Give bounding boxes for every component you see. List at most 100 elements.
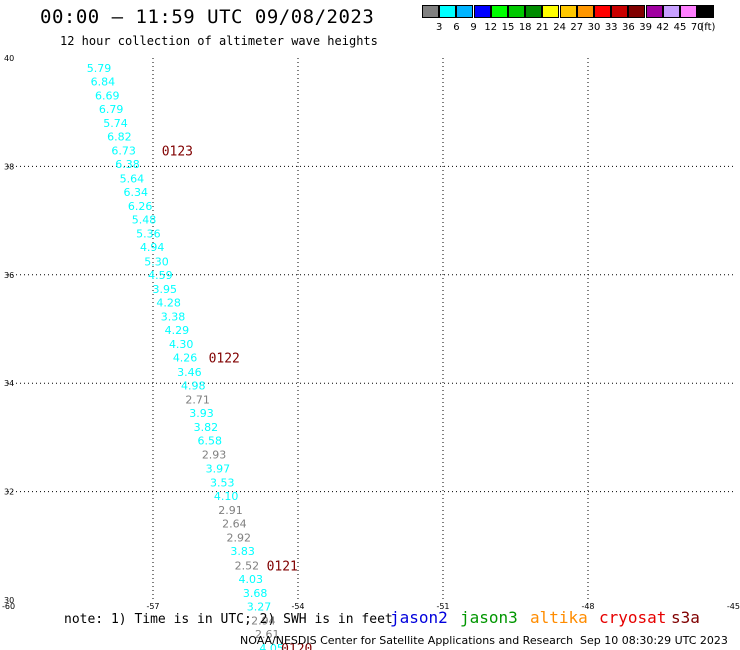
colorbar-swatch xyxy=(662,5,680,18)
wave-height-point: 4.94 xyxy=(140,241,165,254)
wave-height-point: 4.98 xyxy=(181,379,206,392)
pass-time-label: 0123 xyxy=(162,145,193,160)
legend-jason3: jason3 xyxy=(460,608,518,627)
colorbar-swatch xyxy=(628,5,646,18)
colorbar-swatch xyxy=(525,5,543,18)
colorbar-label: 45 xyxy=(673,22,687,33)
x-tick-label: -45 xyxy=(727,602,740,611)
wave-height-point: 4.30 xyxy=(169,338,194,351)
x-tick-label: -54 xyxy=(291,602,304,611)
colorbar-swatch xyxy=(680,5,697,18)
legend-cryosat: cryosat xyxy=(599,608,667,627)
colorbar-label: 24 xyxy=(553,22,566,33)
wave-height-point: 3.38 xyxy=(161,311,186,324)
y-tick-label: 40 xyxy=(4,54,14,63)
y-tick-label: 32 xyxy=(4,488,14,497)
wave-height-point: 6.82 xyxy=(107,131,132,144)
axis-ticks: -60 -57 -54 -51 -48 -45 40 38 36 34 32 30 xyxy=(2,54,740,611)
wave-height-point: 4.03 xyxy=(239,573,263,586)
wave-height-point: 2.64 xyxy=(222,518,247,531)
colorbar-label: 18 xyxy=(518,22,532,33)
colorbar-label: 3 xyxy=(436,22,443,33)
wave-height-point: 4.59 xyxy=(148,269,173,282)
y-tick-label: 38 xyxy=(4,162,14,171)
y-tick-label: 36 xyxy=(4,271,14,280)
wave-height-point: 4.26 xyxy=(173,352,198,365)
wave-height-point: 3.27 xyxy=(247,601,272,614)
chart-title: 00:00 – 11:59 UTC 09/08/2023 xyxy=(40,6,375,28)
colorbar-label: 9 xyxy=(470,22,477,33)
wave-height-point: 3.97 xyxy=(206,462,231,475)
colorbar-label: 30 xyxy=(587,22,601,33)
x-tick-label: -57 xyxy=(146,602,159,611)
wave-height-point: 4.10 xyxy=(214,490,239,503)
colorbar-label: 15 xyxy=(501,22,515,33)
colorbar-swatch xyxy=(456,5,474,18)
wave-height-point: 2.91 xyxy=(218,504,243,517)
wave-height-point: 3.53 xyxy=(210,476,235,489)
colorbar-label: 70 xyxy=(690,22,704,33)
wave-height-point: 6.84 xyxy=(91,75,116,88)
wave-height-point: 6.34 xyxy=(124,186,148,199)
wave-height-point: 2.52 xyxy=(235,559,260,572)
colorbar-swatch xyxy=(576,5,594,18)
wave-height-point: 3.68 xyxy=(243,587,268,600)
colorbar-label: 42 xyxy=(656,22,670,33)
wave-height-point: 5.79 xyxy=(87,62,112,75)
wave-height-point: 3.95 xyxy=(153,283,178,296)
wave-height-point: 6.58 xyxy=(197,435,222,448)
colorbar-swatch xyxy=(559,5,577,18)
colorbar-swatch xyxy=(542,5,560,18)
colorbar-swatch xyxy=(439,5,457,18)
colorbar-swatch xyxy=(594,5,611,18)
wave-height-point: 6.69 xyxy=(95,89,120,102)
wave-height-point: 3.82 xyxy=(194,421,219,434)
colorbar-unit: (ft) xyxy=(700,22,716,33)
wave-height-point: 5.36 xyxy=(136,228,161,241)
colorbar-label: 6 xyxy=(453,22,460,33)
wave-height-point: 2.61 xyxy=(255,628,280,641)
wave-height-point: 2.93 xyxy=(202,449,227,462)
x-tick-label: -60 xyxy=(2,602,15,611)
colorbar-swatch xyxy=(611,5,629,18)
wave-height-point: 6.79 xyxy=(99,103,124,116)
colorbar-swatch xyxy=(422,5,439,18)
colorbar-swatch xyxy=(473,5,491,18)
colorbar-swatch xyxy=(490,5,508,18)
colorbar-label: 27 xyxy=(570,22,584,33)
wave-height-point: 2.71 xyxy=(185,393,210,406)
colorbar-swatch xyxy=(645,5,663,18)
colorbar-label: 21 xyxy=(536,22,549,33)
wave-height-point: 6.73 xyxy=(111,145,136,158)
legend-altika: altika xyxy=(530,608,588,627)
wave-height-point: 2.92 xyxy=(226,532,251,545)
y-tick-label: 34 xyxy=(4,379,14,388)
pass-time-label: 0121 xyxy=(267,559,298,574)
wave-height-point: 3.46 xyxy=(177,366,202,379)
wave-height-point: 4.05 xyxy=(259,642,284,650)
wave-height-points: 5.796.846.696.795.746.826.736.385.646.34… xyxy=(87,62,284,650)
pass-time-label: 0122 xyxy=(209,352,240,367)
wave-height-point: 5.30 xyxy=(144,255,169,268)
wave-height-point: 2.94 xyxy=(251,615,276,628)
wave-height-point: 5.74 xyxy=(103,117,128,130)
wave-height-point: 5.48 xyxy=(132,214,157,227)
colorbar-label: 33 xyxy=(604,22,618,33)
pass-time-label: 0120 xyxy=(281,642,312,650)
wave-height-point: 3.83 xyxy=(230,545,255,558)
legend-jason2: jason2 xyxy=(390,608,448,627)
wave-height-point: 5.64 xyxy=(120,172,144,185)
x-tick-label: -51 xyxy=(436,602,449,611)
y-tick-label: 30 xyxy=(4,596,14,605)
generated-timestamp: Sep 10 08:30:29 UTC 2023 xyxy=(580,634,728,647)
wave-height-point: 4.28 xyxy=(156,296,181,309)
colorbar-label: 39 xyxy=(639,22,652,33)
wave-height-point: 4.29 xyxy=(165,324,190,337)
chart-subtitle: 12 hour collection of altimeter wave hei… xyxy=(60,34,378,48)
grid-lines xyxy=(8,58,733,600)
legend-s3a: s3a xyxy=(671,608,700,627)
x-tick-label: -48 xyxy=(581,602,594,611)
wave-height-point: 6.38 xyxy=(115,158,140,171)
colorbar-swatch xyxy=(697,5,715,18)
